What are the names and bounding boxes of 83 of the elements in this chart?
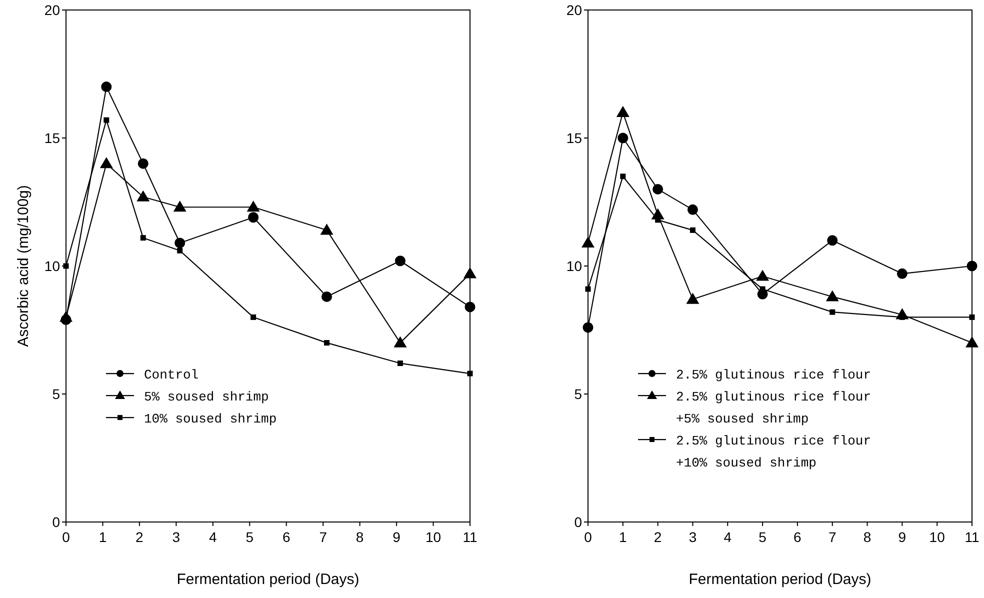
point <box>394 336 407 348</box>
y-tick-label: 20 <box>566 2 582 18</box>
x-tick-label: 3 <box>172 529 180 545</box>
point <box>101 82 112 92</box>
point <box>896 268 908 279</box>
x-tick-label: 8 <box>863 529 872 545</box>
point <box>60 310 72 322</box>
x-tick-label: 0 <box>584 529 592 545</box>
y-tick-label: 0 <box>52 514 60 530</box>
point <box>620 174 626 180</box>
point <box>966 260 978 272</box>
point <box>467 370 473 376</box>
legend-label: 5% soused shrimp <box>144 390 269 405</box>
y-tick-label: 15 <box>44 130 60 146</box>
point <box>618 132 628 144</box>
point <box>250 314 256 320</box>
x-tick-label: 0 <box>62 529 70 545</box>
x-tick-label: 4 <box>724 529 732 545</box>
point <box>830 309 836 315</box>
y-tick-label: 10 <box>566 258 582 274</box>
point <box>686 292 700 304</box>
point <box>690 227 696 233</box>
point <box>966 336 978 348</box>
x-tick-label: 7 <box>828 529 836 545</box>
x-axis-title: Fermentation period (Days) <box>176 571 360 588</box>
x-tick-label: 4 <box>209 529 218 545</box>
point <box>464 302 476 312</box>
point <box>827 235 838 246</box>
x-tick-label: 9 <box>898 529 906 545</box>
y-tick-label: 10 <box>44 258 60 274</box>
x-tick-label: 7 <box>319 529 328 545</box>
point <box>969 314 975 320</box>
point <box>322 291 332 302</box>
y-tick-label: 15 <box>566 130 582 146</box>
point <box>140 235 146 241</box>
x-axis-title: Fermentation period (Days) <box>688 571 872 588</box>
y-tick-label: 20 <box>44 2 60 18</box>
point <box>177 248 183 254</box>
x-tick-label: 9 <box>392 529 401 545</box>
x-tick-label: 1 <box>98 529 107 545</box>
point <box>394 256 406 266</box>
x-tick-label: 11 <box>964 529 980 545</box>
point <box>582 236 594 248</box>
x-tick-label: 10 <box>929 529 946 545</box>
x-tick-label: 11 <box>462 529 478 545</box>
point <box>173 200 186 212</box>
x-tick-label: 2 <box>136 529 144 545</box>
x-tick-label: 5 <box>758 529 767 545</box>
point <box>324 340 330 346</box>
y-tick-label: 0 <box>574 514 582 530</box>
x-tick-label: 6 <box>794 529 802 545</box>
point <box>248 212 259 223</box>
point <box>397 360 403 366</box>
point <box>320 224 334 235</box>
point <box>246 200 260 212</box>
point <box>104 117 110 123</box>
point <box>464 267 476 278</box>
point <box>100 157 113 168</box>
x-tick-label: 1 <box>619 529 628 545</box>
point <box>616 106 630 117</box>
x-tick-label: 10 <box>425 529 442 545</box>
point <box>136 190 150 202</box>
x-tick-label: 5 <box>246 529 254 545</box>
point <box>585 286 591 292</box>
legend-label: 2.5% glutinous rice flour +5% soused shrimp <box>676 390 872 427</box>
point <box>174 238 186 248</box>
x-tick-label: 6 <box>282 529 290 545</box>
y-tick-label: 5 <box>52 386 60 402</box>
point <box>582 322 594 333</box>
y-tick-label: 5 <box>574 386 582 402</box>
legend-label: 2.5% glutinous rice flour <box>676 368 872 383</box>
point <box>756 270 770 281</box>
point <box>138 158 148 169</box>
legend-label: 10% soused shrimp <box>144 412 277 427</box>
point <box>652 184 664 194</box>
legend-label: 2.5% glutinous rice flour +10% soused shrimp <box>676 434 872 471</box>
point <box>687 204 698 215</box>
point <box>826 290 839 302</box>
y-axis-title: Ascorbic acid (mg/100g) <box>15 185 32 347</box>
x-tick-label: 2 <box>654 529 662 545</box>
x-tick-label: 8 <box>356 529 364 545</box>
x-tick-label: 3 <box>688 529 697 545</box>
legend-label: Control <box>144 368 199 383</box>
